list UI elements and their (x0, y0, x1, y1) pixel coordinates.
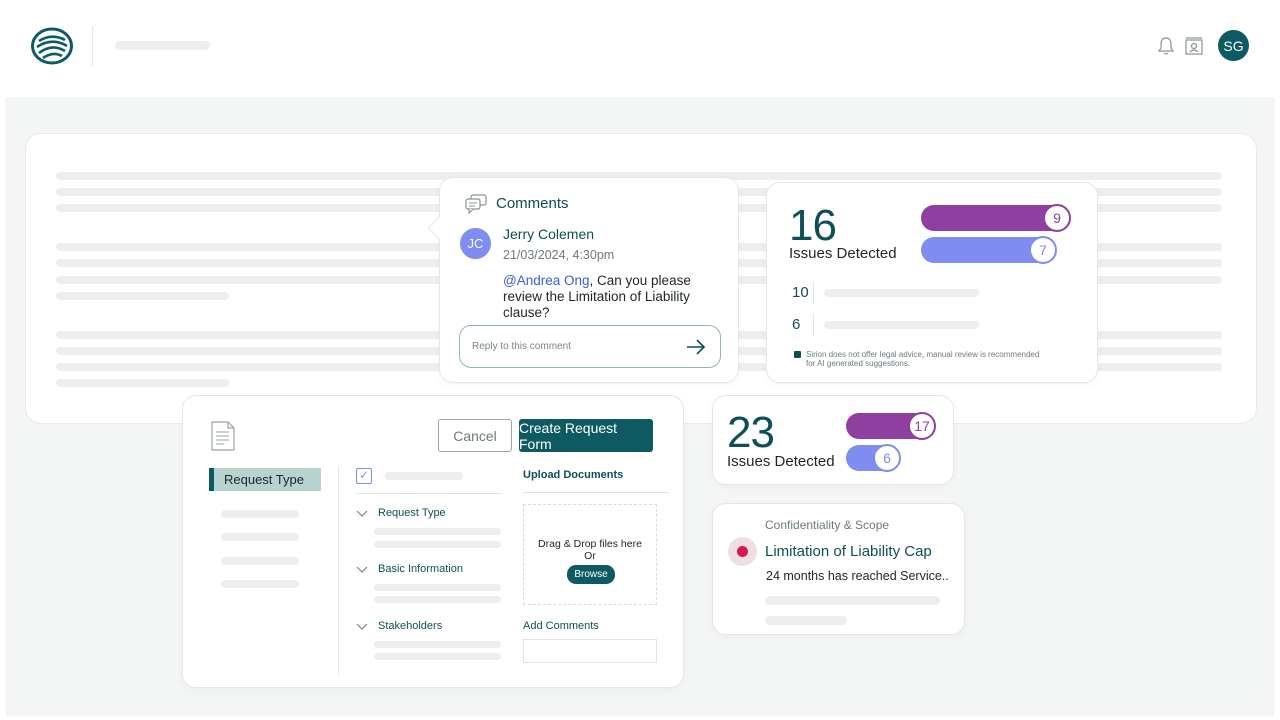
nav-item-placeholder[interactable] (221, 580, 299, 588)
issues-bar-secondary: 7 (921, 236, 1057, 264)
document-icon (211, 421, 235, 451)
chevron-down-icon[interactable] (356, 566, 368, 574)
comment-text: , Can you please review the Limitation o… (503, 273, 691, 320)
comment-author-avatar: JC (460, 228, 491, 259)
user-avatar[interactable]: SG (1218, 30, 1249, 61)
issues-bar-primary: 17 (846, 412, 936, 440)
issues-bar-count: 7 (1029, 236, 1057, 264)
nav-item-request-type[interactable]: Request Type (209, 468, 321, 491)
status-dot-icon (737, 546, 748, 557)
chevron-down-icon[interactable] (356, 623, 368, 631)
text-line-placeholder (56, 172, 1222, 180)
reply-placeholder: Reply to this comment (472, 341, 571, 352)
text-line-placeholder (56, 379, 229, 387)
bell-icon[interactable] (1156, 36, 1176, 56)
stat-value: 6 (792, 316, 801, 333)
stat-divider (813, 282, 814, 304)
ai-disclaimer: Sirion does not offer legal advice, manu… (806, 350, 1040, 368)
cancel-button[interactable]: Cancel (438, 419, 512, 452)
comments-title: Comments (496, 195, 569, 212)
dropzone-line: Drag & Drop files here (538, 538, 642, 550)
clause-category: Confidentiality & Scope (765, 518, 890, 532)
nav-item-placeholder[interactable] (221, 510, 299, 518)
profile-card-icon[interactable] (1184, 36, 1204, 56)
upload-documents-title: Upload Documents (523, 469, 624, 481)
field-placeholder (374, 641, 501, 648)
issues-bar-count: 9 (1043, 204, 1071, 232)
field-placeholder (374, 584, 501, 591)
comments-panel: Comments JC Jerry Colemen 21/03/2024, 4:… (427, 177, 739, 383)
issues-label: Issues Detected (727, 453, 835, 470)
field-placeholder (374, 596, 501, 603)
stat-divider (813, 314, 814, 336)
stat-bar-placeholder (824, 321, 979, 329)
chevron-down-icon[interactable] (356, 510, 368, 518)
issues-detected-card-small: 23 Issues Detected 17 6 (712, 395, 954, 485)
comment-body: @Andrea Ong, Can you please review the L… (503, 273, 731, 321)
section-stakeholders[interactable]: Stakeholders (378, 620, 443, 632)
issues-bar-count: 17 (908, 412, 936, 440)
issues-detected-card: 16 Issues Detected 9 7 10 6 Sirion does … (766, 182, 1098, 383)
checkbox-label-placeholder (385, 472, 463, 480)
nav-item-placeholder[interactable] (221, 557, 299, 565)
select-checkbox[interactable]: ✓ (356, 468, 372, 484)
comment-timestamp: 21/03/2024, 4:30pm (503, 248, 615, 262)
field-placeholder (374, 653, 501, 660)
issues-bar-secondary: 6 (846, 444, 901, 472)
dropzone-or: Or (584, 550, 596, 562)
divider (523, 492, 669, 493)
top-bar: SG (0, 0, 1280, 92)
status-indicator (728, 537, 757, 566)
text-line-placeholder (765, 596, 940, 605)
info-icon (794, 351, 801, 358)
stat-bar-placeholder (824, 289, 979, 297)
section-basic-information[interactable]: Basic Information (378, 563, 463, 575)
issues-bar-primary: 9 (921, 204, 1071, 232)
file-dropzone[interactable]: Drag & Drop files here Or Browse (523, 504, 657, 605)
column-divider (338, 466, 339, 674)
field-placeholder (374, 528, 501, 535)
text-line-placeholder (56, 292, 229, 300)
clause-issue-card[interactable]: Confidentiality & Scope Limitation of Li… (712, 503, 965, 635)
divider (356, 493, 502, 494)
issues-bar-count: 6 (873, 444, 901, 472)
clause-title[interactable]: Limitation of Liability Cap (765, 543, 932, 560)
comments-textarea[interactable] (523, 639, 657, 663)
issues-count: 16 (789, 201, 837, 250)
comment-bubbles-icon (465, 194, 487, 214)
request-form-card: Cancel Create Request Form Request Type … (182, 395, 684, 688)
nav-item-placeholder[interactable] (221, 533, 299, 541)
reply-input[interactable]: Reply to this comment (459, 325, 721, 368)
add-comments-label: Add Comments (523, 620, 599, 632)
issues-count: 23 (727, 408, 775, 457)
comment-author: Jerry Colemen (503, 226, 595, 242)
dropzone-text: Drag & Drop files here Or (524, 538, 656, 562)
sirion-logo[interactable] (31, 27, 73, 65)
comment-mention[interactable]: @Andrea Ong (503, 273, 590, 288)
header-divider (92, 26, 93, 66)
section-request-type[interactable]: Request Type (378, 507, 446, 519)
page-title-placeholder (115, 41, 210, 50)
send-arrow-icon[interactable] (686, 338, 706, 356)
create-request-form-button[interactable]: Create Request Form (519, 419, 653, 452)
stat-value: 10 (792, 284, 809, 301)
browse-button[interactable]: Browse (567, 565, 615, 584)
field-placeholder (374, 541, 501, 548)
text-line-placeholder (765, 616, 847, 625)
issues-label: Issues Detected (789, 245, 897, 262)
clause-description: 24 months has reached Service.. (766, 569, 949, 583)
